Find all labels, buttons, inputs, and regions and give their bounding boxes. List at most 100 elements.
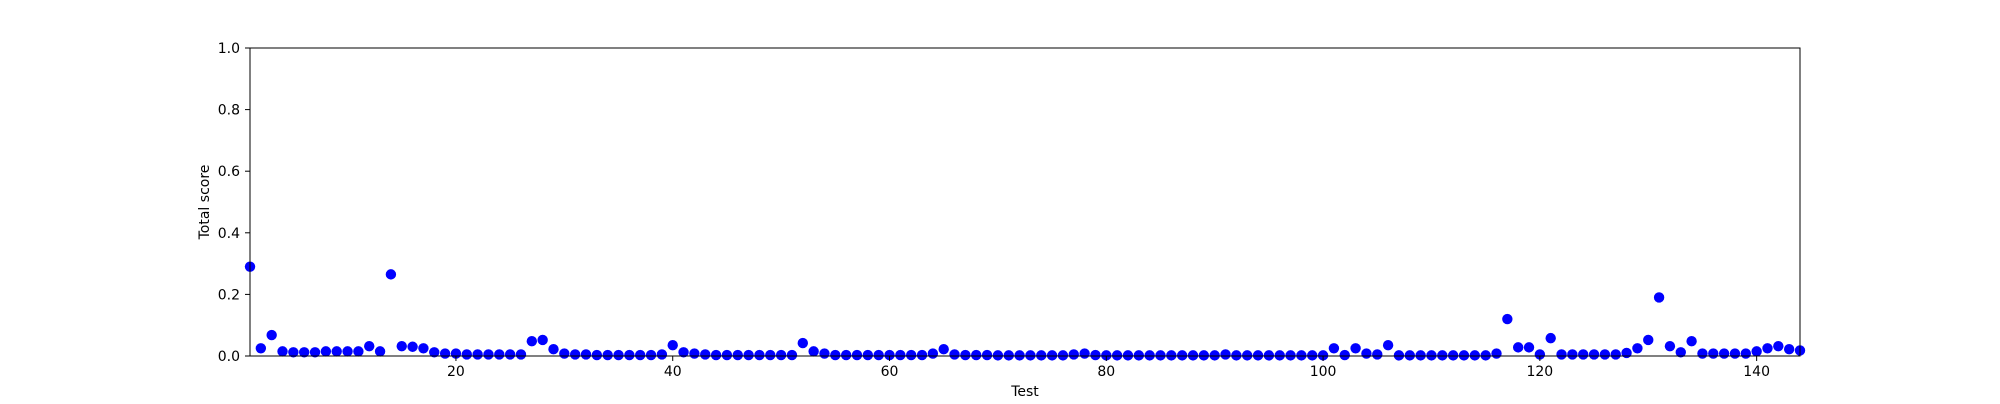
- data-point: [840, 349, 852, 361]
- data-point: [1675, 347, 1686, 358]
- data-point: [765, 349, 776, 361]
- data-point: [786, 349, 798, 361]
- data-point: [1404, 350, 1415, 361]
- data-point: [808, 346, 819, 357]
- points-layer: [244, 261, 1806, 361]
- data-point: [1003, 350, 1014, 361]
- y-tick-label: 0.4: [218, 226, 240, 242]
- data-point: [1068, 349, 1079, 360]
- data-point: [1588, 349, 1600, 360]
- data-point: [1502, 313, 1513, 325]
- data-point: [483, 349, 494, 360]
- data-point: [353, 346, 364, 357]
- data-point: [504, 349, 516, 360]
- data-point: [1231, 350, 1242, 361]
- data-point: [645, 349, 657, 361]
- data-point: [960, 349, 971, 361]
- data-point: [1664, 340, 1676, 352]
- data-point: [1512, 342, 1524, 353]
- data-point: [830, 349, 841, 361]
- data-point: [689, 348, 700, 359]
- data-point: [569, 349, 581, 360]
- data-point: [1025, 350, 1036, 361]
- data-point: [1469, 350, 1481, 361]
- y-tick-label: 0.0: [218, 349, 240, 365]
- data-point: [266, 329, 277, 341]
- data-point: [1697, 348, 1708, 359]
- data-point: [559, 348, 570, 359]
- data-point: [1632, 343, 1643, 354]
- data-point: [429, 347, 440, 358]
- data-point: [992, 350, 1004, 361]
- data-point: [298, 347, 310, 358]
- data-point: [971, 349, 982, 361]
- data-point: [949, 349, 960, 360]
- x-tick-label: 60: [881, 364, 899, 380]
- data-point: [580, 349, 592, 360]
- data-point: [1242, 350, 1253, 361]
- data-point: [1307, 350, 1318, 361]
- data-point: [667, 340, 678, 351]
- data-point: [288, 347, 299, 358]
- data-point: [1415, 350, 1426, 361]
- data-point: [1643, 334, 1654, 346]
- data-point: [1783, 344, 1795, 355]
- data-point: [862, 349, 874, 361]
- data-point: [884, 349, 895, 361]
- data-point: [743, 349, 754, 361]
- data-point: [1523, 342, 1535, 353]
- data-point: [1556, 349, 1567, 360]
- data-point: [1252, 350, 1264, 361]
- data-point: [407, 341, 418, 352]
- data-point: [1285, 350, 1296, 361]
- data-point: [775, 349, 787, 361]
- data-point: [1393, 350, 1405, 361]
- data-point: [905, 349, 917, 361]
- data-point: [331, 346, 342, 357]
- data-point: [1187, 350, 1199, 361]
- data-point: [1372, 349, 1383, 360]
- x-axis-label: Test: [1010, 384, 1039, 400]
- data-point: [1621, 347, 1632, 359]
- data-point: [1133, 350, 1145, 361]
- data-point: [1057, 350, 1069, 361]
- data-point: [526, 336, 538, 347]
- data-point: [613, 349, 624, 361]
- y-tick-label: 0.8: [218, 103, 240, 119]
- data-point: [418, 343, 429, 354]
- data-point: [1729, 348, 1741, 359]
- data-point: [1382, 340, 1394, 351]
- data-point: [1534, 349, 1546, 360]
- data-point: [1090, 349, 1101, 361]
- data-point: [461, 349, 472, 360]
- data-point: [916, 349, 928, 361]
- data-point: [1176, 350, 1188, 361]
- data-point: [1491, 348, 1502, 359]
- data-point: [1361, 348, 1372, 359]
- data-point: [1599, 349, 1611, 360]
- data-point: [927, 348, 939, 359]
- data-point: [591, 349, 603, 361]
- y-tick-label: 0.2: [218, 287, 240, 303]
- plot-frame: [249, 47, 1801, 357]
- data-point: [472, 349, 483, 360]
- y-axis-label: Total score: [197, 165, 213, 241]
- data-point: [1762, 343, 1773, 354]
- x-tick-label: 120: [1526, 364, 1553, 380]
- data-point: [548, 344, 559, 355]
- x-tick-label: 140: [1743, 364, 1770, 380]
- data-point: [1610, 349, 1621, 360]
- data-point: [938, 344, 949, 355]
- data-point: [1079, 348, 1090, 359]
- data-point: [710, 349, 722, 361]
- data-point: [385, 269, 397, 280]
- data-point: [342, 346, 353, 357]
- data-point: [656, 349, 668, 360]
- data-point: [1718, 348, 1730, 359]
- data-point: [1198, 350, 1210, 361]
- data-point: [1122, 350, 1134, 361]
- x-tick-label: 20: [447, 364, 465, 380]
- data-point: [1111, 350, 1123, 361]
- y-axis-ticks: 0.0 0.2 0.4 0.6 0.8 1.0: [218, 41, 250, 365]
